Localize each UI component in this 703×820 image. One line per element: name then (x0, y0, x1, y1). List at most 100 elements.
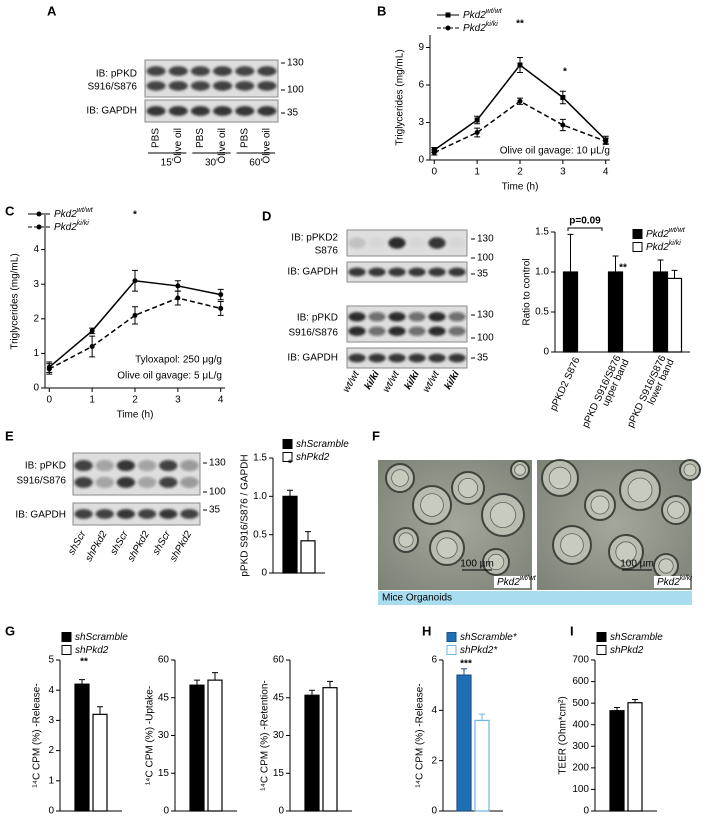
blot-row-label: IB: GAPDH (287, 267, 338, 278)
image-label-box (494, 576, 530, 588)
y-tick-label: 1.0 (535, 267, 549, 278)
scale-label: 100 µm (620, 559, 654, 570)
y-tick-label: 1 (33, 348, 39, 359)
bar (609, 710, 625, 812)
y-tick-label: 1 (48, 775, 54, 786)
panel-letter: H (422, 623, 431, 638)
blot-band (408, 312, 426, 322)
blot-row-label: S916/S876 (289, 328, 339, 339)
image-label-box (654, 576, 690, 588)
x-tick-label: 0 (432, 167, 438, 178)
error-bar (305, 531, 311, 541)
lane-label: ki/ki (443, 369, 462, 392)
blot-row-label: S916/S876 (88, 82, 138, 93)
name-text: Pkd2 (54, 222, 77, 233)
line (48, 297, 221, 370)
legend-label: shScramble (296, 439, 349, 450)
error-bar (287, 489, 293, 497)
blot-band (213, 66, 233, 76)
legend-swatch (61, 645, 72, 655)
error-bar (671, 269, 678, 279)
error-bar (657, 259, 664, 272)
legend-marker (36, 211, 42, 217)
y-tick-label: 0 (278, 806, 284, 817)
lane-label: ki/ki (363, 369, 382, 392)
error-bar (612, 255, 619, 272)
y-tick-label: 200 (572, 762, 589, 773)
bar (282, 495, 298, 574)
organoid-core (436, 537, 458, 559)
y-axis-label: pPKD S916/S876 / GAPDH (240, 454, 251, 576)
blot-strip (346, 305, 468, 343)
marker-label: 100 (287, 85, 304, 96)
y-tick-label: 0 (431, 806, 437, 817)
name-sup: ki/ki (669, 240, 682, 247)
x-tick-label: 3 (560, 167, 566, 178)
bracket (567, 227, 603, 231)
blot-row-label: IB: pPKD (96, 69, 137, 80)
blot-row-label: IB: GAPDH (287, 353, 338, 364)
bar (207, 679, 223, 812)
blot-band (190, 66, 210, 76)
x-axis-label: Time (h) (117, 410, 154, 421)
blot-band (368, 353, 386, 363)
legend-label: shPkd2 (296, 452, 330, 463)
point (474, 117, 480, 123)
blot-row-label: IB: pPKD2 (291, 233, 338, 244)
legend-label: shScramble (610, 632, 663, 643)
legend-swatch (61, 632, 72, 642)
point (431, 150, 437, 155)
legend-label: Pkd2ki/ki (54, 220, 89, 232)
x-tick-label: 0 (47, 395, 53, 406)
bar (607, 271, 624, 353)
blot-band (348, 312, 366, 322)
bar (474, 719, 490, 812)
blot-band (146, 106, 166, 116)
panel-letter: B (377, 3, 386, 18)
name-sup: ki/ki (680, 575, 693, 582)
group-label: 60' (249, 158, 262, 169)
marker-label: 100 (477, 253, 494, 264)
blot-strip (346, 261, 468, 283)
name-text: Pkd2 (463, 23, 486, 34)
blot-band (428, 353, 446, 363)
organoid-core (457, 477, 478, 498)
blot-row-label: IB: pPKD (297, 313, 338, 324)
marker-label: 35 (209, 505, 221, 516)
blot-band (428, 326, 446, 336)
marker-label: 100 (209, 487, 226, 498)
error-bar (632, 698, 638, 703)
legend-label: Pkd2ki/ki (646, 240, 681, 252)
blot-band (388, 326, 406, 336)
lane-label: wt/wt (421, 368, 443, 394)
legend-swatch (632, 242, 643, 252)
legend-marker (445, 25, 451, 31)
blot-band (137, 509, 157, 519)
name-text: shScramble* (460, 632, 518, 643)
point (46, 366, 52, 372)
marker-label: 35 (477, 269, 489, 280)
point (175, 295, 181, 301)
legend-label: Pkd2wt/wt (54, 207, 94, 219)
lane-label: shPkd2 (168, 529, 194, 564)
organoid-core (667, 501, 685, 519)
blot-band (368, 326, 386, 336)
error-bar (79, 679, 85, 685)
blot-band (448, 237, 465, 248)
name-text: shPkd2 (610, 645, 644, 656)
blot-band (388, 267, 406, 277)
y-tick-label: 600 (572, 676, 589, 687)
blot-band (159, 509, 178, 519)
blot-row-label: IB: GAPDH (86, 106, 137, 117)
point (474, 130, 480, 135)
x-tick-label: 1 (474, 167, 480, 178)
error-bar (97, 706, 103, 715)
blot-band (95, 460, 114, 472)
blot-band (190, 106, 210, 116)
error-bar (212, 672, 218, 681)
point (218, 305, 224, 311)
error-bar (479, 713, 485, 721)
legend-label: shPkd2 (75, 645, 109, 656)
marker-label: 130 (287, 58, 304, 69)
category-label: pPKD2 S876 (548, 355, 583, 412)
